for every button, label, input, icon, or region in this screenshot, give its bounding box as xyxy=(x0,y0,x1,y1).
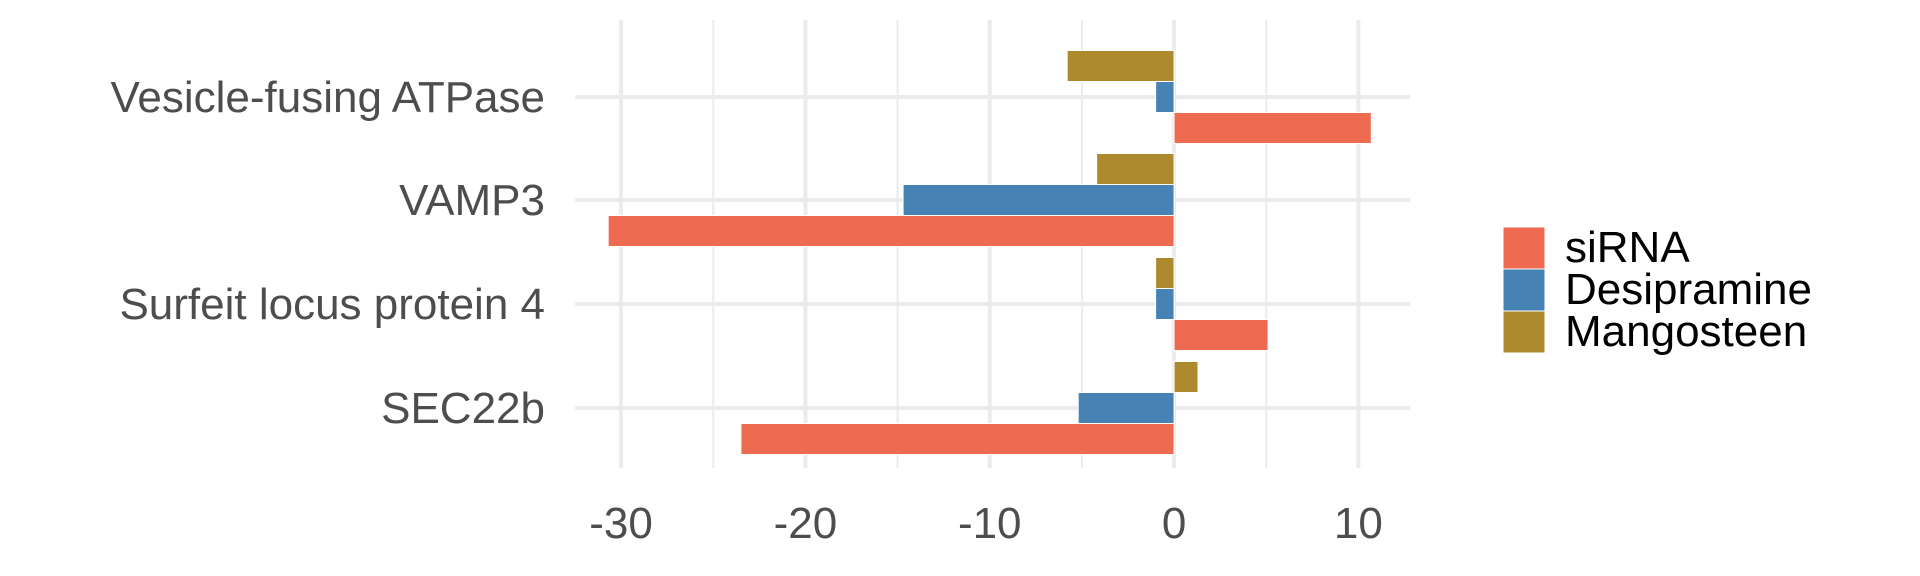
bar-mangosteen-3 xyxy=(1155,257,1175,289)
category-labels: Vesicle-fusing ATPase VAMP3 Surfeit locus … xyxy=(110,73,545,433)
bar-sirna-4 xyxy=(740,423,1175,455)
bar-desipramine-3 xyxy=(1155,288,1175,320)
category-label: SEC22b xyxy=(381,384,545,433)
bar-sirna-2 xyxy=(607,215,1175,247)
bar-mangosteen-2 xyxy=(1096,153,1175,185)
legend-key-desipramine xyxy=(1502,268,1546,312)
bar-sirna-1 xyxy=(1173,112,1372,144)
legend-key-sirna xyxy=(1502,226,1546,270)
bar-sirna-3 xyxy=(1173,319,1269,351)
bar-mangosteen-1 xyxy=(1066,50,1175,82)
category-label: VAMP3 xyxy=(399,176,545,225)
x-tick-label: 10 xyxy=(1334,499,1383,548)
x-tick-label: -20 xyxy=(774,499,838,548)
bar-desipramine-1 xyxy=(1155,81,1175,113)
legend-key-mangosteen xyxy=(1502,310,1546,354)
x-tick-labels: -30 -20 -10 0 10 xyxy=(589,499,1383,548)
bar-desipramine-2 xyxy=(902,184,1175,216)
x-tick-label: 0 xyxy=(1162,499,1186,548)
legend-label-sirna: siRNA xyxy=(1565,223,1690,272)
x-tick-label: -30 xyxy=(589,499,653,548)
bar-desipramine-4 xyxy=(1077,392,1175,424)
bars xyxy=(607,50,1372,455)
x-tick-label: -10 xyxy=(958,499,1022,548)
category-label: Surfeit locus protein 4 xyxy=(119,280,545,329)
legend-label-desipramine: Desipramine xyxy=(1565,265,1812,314)
bar-mangosteen-4 xyxy=(1173,361,1199,393)
category-label: Vesicle-fusing ATPase xyxy=(110,73,545,122)
legend-label-mangosteen: Mangosteen xyxy=(1565,307,1807,356)
